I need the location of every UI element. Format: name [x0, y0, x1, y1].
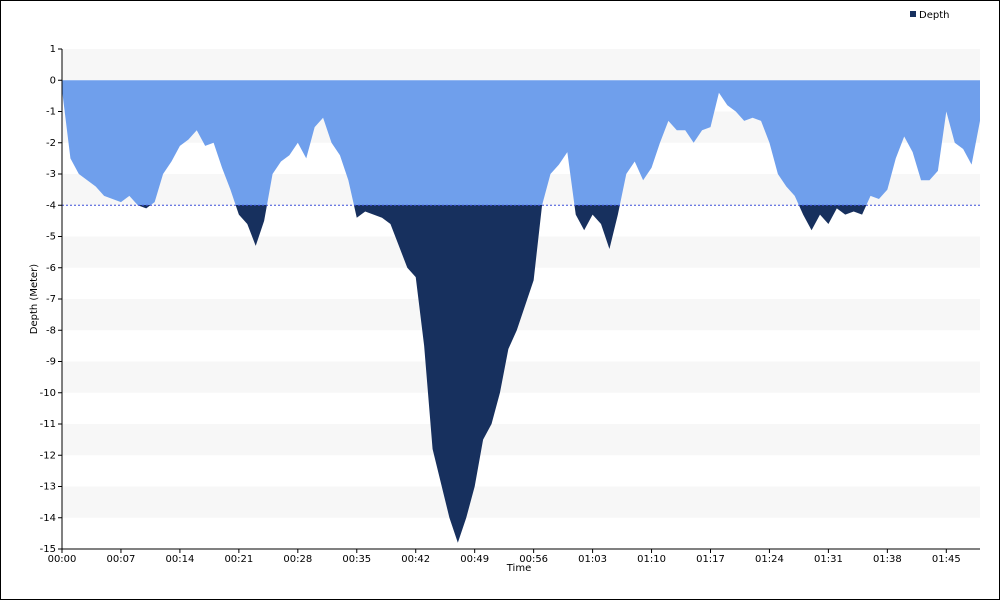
- y-tick-label: -5: [46, 232, 56, 243]
- y-tick-label: -6: [46, 263, 56, 274]
- y-tick-label: 1: [50, 44, 56, 55]
- x-tick-label: 01:24: [755, 554, 784, 565]
- x-tick-label: 01:45: [932, 554, 961, 565]
- legend-swatch: [910, 11, 916, 17]
- depth-area: [62, 80, 980, 543]
- x-tick-label: 00:35: [342, 554, 371, 565]
- band: [62, 49, 980, 81]
- band: [62, 361, 980, 393]
- band: [62, 486, 980, 518]
- y-tick-label: -11: [40, 419, 56, 430]
- y-tick-label: -12: [40, 450, 56, 461]
- x-tick-label: 01:17: [696, 554, 725, 565]
- legend-label: Depth: [919, 10, 949, 21]
- x-tick-label: 00:28: [283, 554, 312, 565]
- y-tick-label: -7: [46, 294, 56, 305]
- y-axis-label: Depth (Meter): [29, 264, 40, 335]
- x-tick-label: 00:56: [519, 554, 548, 565]
- y-tick-label: 0: [50, 75, 56, 86]
- band: [62, 424, 980, 456]
- x-tick-label: 00:21: [224, 554, 253, 565]
- y-tick-label: -9: [46, 357, 56, 368]
- y-tick-label: -8: [46, 325, 56, 336]
- x-tick-label: 00:07: [107, 554, 136, 565]
- x-axis-label: Time: [506, 563, 531, 574]
- x-tick-label: 00:42: [401, 554, 430, 565]
- x-tick-label: 01:31: [814, 554, 843, 565]
- y-tick-label: -14: [40, 513, 56, 524]
- x-tick-label: 00:14: [165, 554, 194, 565]
- x-tick-label: 01:03: [578, 554, 607, 565]
- x-tick-label: 00:49: [460, 554, 489, 565]
- y-tick-label: -2: [46, 138, 56, 149]
- x-tick-label: 01:38: [873, 554, 902, 565]
- x-tick-label: 00:00: [48, 554, 77, 565]
- x-tick-label: 01:10: [637, 554, 666, 565]
- y-tick-label: -1: [46, 107, 56, 118]
- y-tick-label: -10: [40, 388, 56, 399]
- y-tick-label: -3: [46, 169, 56, 180]
- y-tick-label: -4: [46, 200, 56, 211]
- y-tick-label: -15: [40, 544, 56, 555]
- y-tick-label: -13: [40, 482, 56, 493]
